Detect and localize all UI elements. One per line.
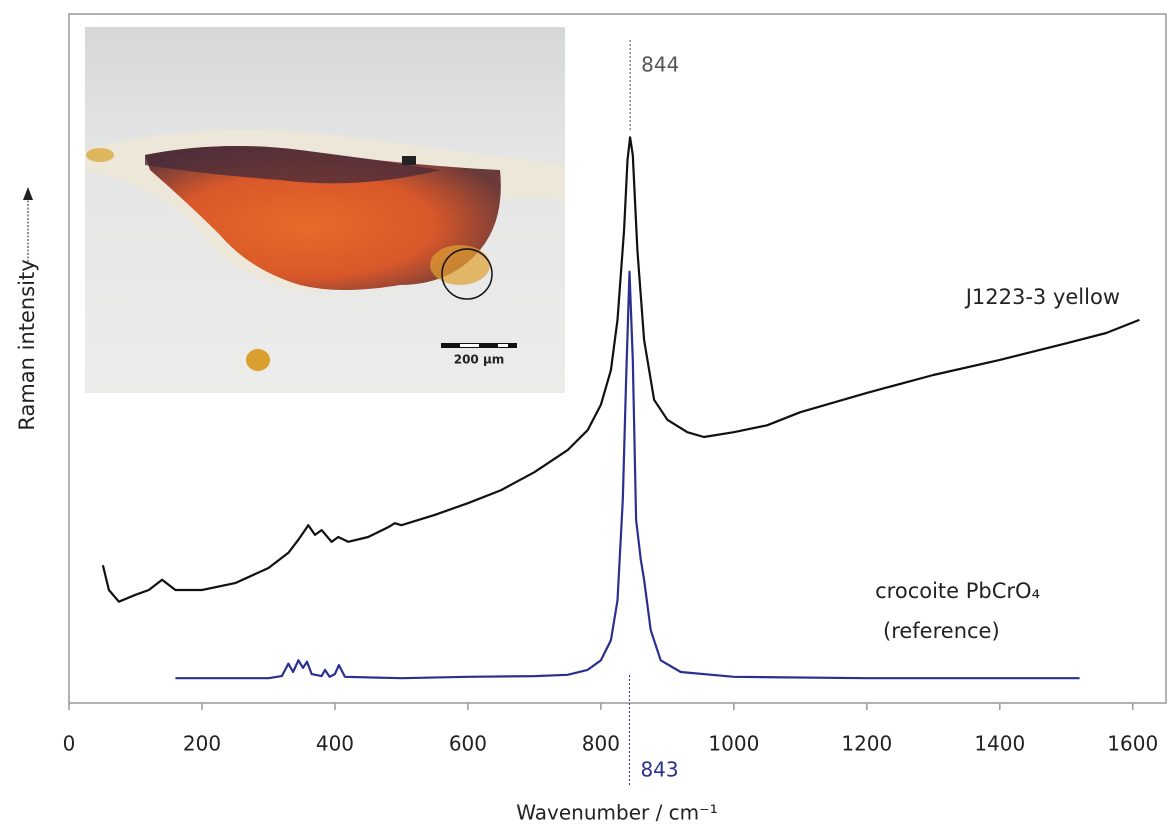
- series-label: J1223-3 yellow: [964, 285, 1120, 309]
- x-tick-label: 200: [183, 732, 221, 756]
- x-tick-label: 0: [63, 732, 76, 756]
- spectrum-line: [101, 136, 1140, 603]
- series-label-note: (reference): [883, 619, 1000, 643]
- y-axis-label: Raman intensity: [15, 259, 39, 430]
- x-tick-label: 1000: [708, 732, 759, 756]
- plot-frame: [68, 13, 1167, 704]
- peak-label: 843: [640, 758, 678, 782]
- x-tick-label: 1200: [841, 732, 892, 756]
- x-tick-label: 1600: [1107, 732, 1158, 756]
- spectrum-line: [175, 270, 1080, 680]
- x-tick-label: 1400: [974, 732, 1025, 756]
- x-axis-label: Wavenumber / cm⁻¹: [516, 801, 717, 825]
- scale-label: 200 µm: [454, 353, 505, 367]
- x-tick-label: 600: [449, 732, 487, 756]
- x-tick-label: 400: [316, 732, 354, 756]
- series-label: crocoite PbCrO₄: [875, 579, 1040, 603]
- peak-label: 844: [641, 53, 679, 77]
- x-tick-label: 800: [582, 732, 620, 756]
- inset-photo: [85, 27, 565, 393]
- y-arrow: [23, 187, 33, 262]
